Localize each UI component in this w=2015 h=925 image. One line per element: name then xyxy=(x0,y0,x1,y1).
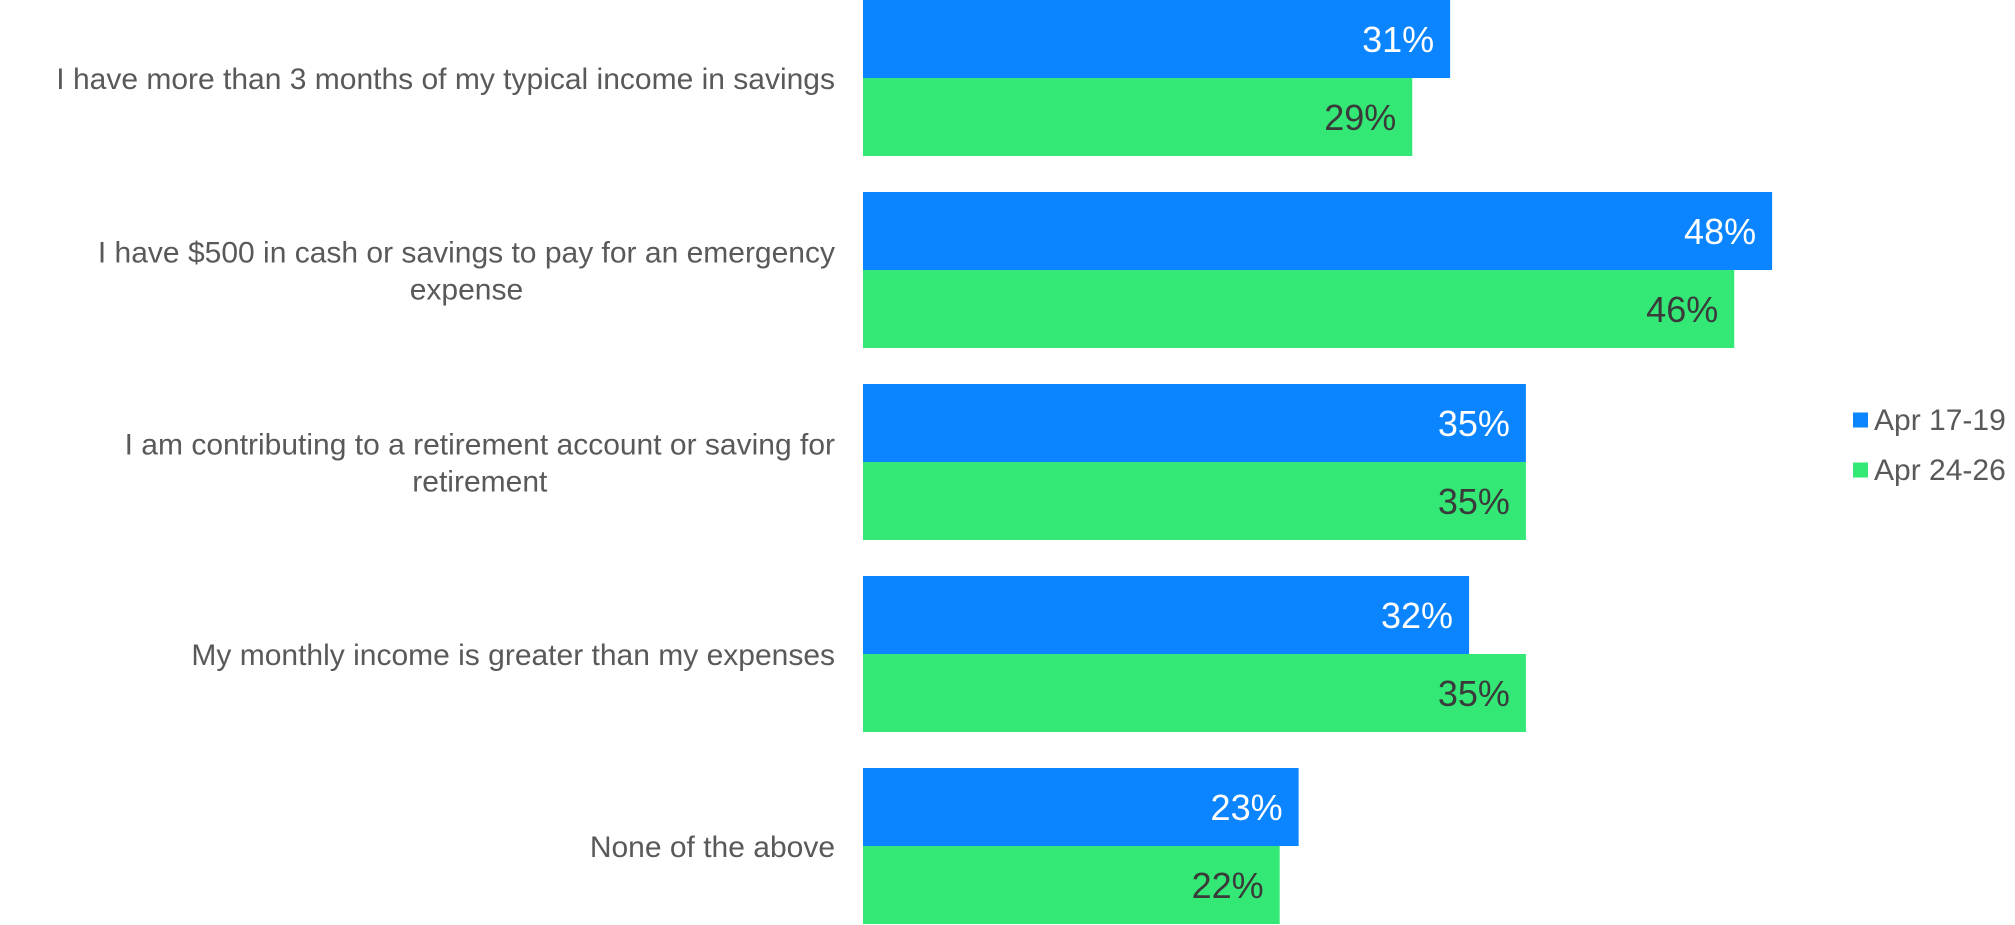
legend-label-1: Apr 17-19 xyxy=(1874,404,2006,437)
category-label-5: None of the above xyxy=(590,831,835,864)
data-label-2-3: 35% xyxy=(1438,481,1510,522)
legend: Apr 17-19 Apr 24-26 xyxy=(1853,404,2006,487)
data-label-1-3: 35% xyxy=(1438,403,1510,444)
bar-2-3 xyxy=(863,462,1526,540)
bar-2-2 xyxy=(863,270,1735,348)
bar-1-3 xyxy=(863,384,1526,462)
data-label-2-5: 22% xyxy=(1192,865,1264,906)
category-label-4: My monthly income is greater than my exp… xyxy=(191,639,835,672)
category-label-2: I have $500 in cash or savings to pay fo… xyxy=(98,237,835,307)
bar-2-4 xyxy=(863,654,1526,732)
legend-swatch-2 xyxy=(1853,462,1868,478)
category-label-line: My monthly income is greater than my exp… xyxy=(191,639,835,672)
category-labels: I have more than 3 months of my typical … xyxy=(56,63,835,864)
category-label-line: expense xyxy=(410,274,523,307)
data-label-2-4: 35% xyxy=(1438,673,1510,714)
data-label-1-2: 48% xyxy=(1684,211,1756,252)
data-label-2-1: 29% xyxy=(1324,97,1396,138)
bars-layer: 31% 29% 48% 46% 35% 35% 32% 35% 23% 22% xyxy=(863,0,1773,924)
bar-1-1 xyxy=(863,0,1451,78)
data-label-1-1: 31% xyxy=(1362,19,1434,60)
bar-2-5 xyxy=(863,846,1280,924)
bar-2-1 xyxy=(863,78,1413,156)
data-label-2-2: 46% xyxy=(1646,289,1718,330)
category-label-line: None of the above xyxy=(590,831,835,864)
category-label-line: I am contributing to a retirement accoun… xyxy=(125,429,835,462)
bar-1-2 xyxy=(863,192,1773,270)
category-label-line: I have $500 in cash or savings to pay fo… xyxy=(98,237,835,270)
legend-label-2: Apr 24-26 xyxy=(1874,454,2006,487)
data-label-1-4: 32% xyxy=(1381,595,1453,636)
category-label-3: I am contributing to a retirement accoun… xyxy=(125,429,835,499)
bar-1-5 xyxy=(863,768,1299,846)
legend-swatch-1 xyxy=(1853,412,1868,428)
data-label-1-5: 23% xyxy=(1211,787,1283,828)
category-label-line: I have more than 3 months of my typical … xyxy=(56,63,835,96)
category-label-1: I have more than 3 months of my typical … xyxy=(56,63,835,96)
category-label-line: retirement xyxy=(412,466,548,499)
bar-1-4 xyxy=(863,576,1470,654)
